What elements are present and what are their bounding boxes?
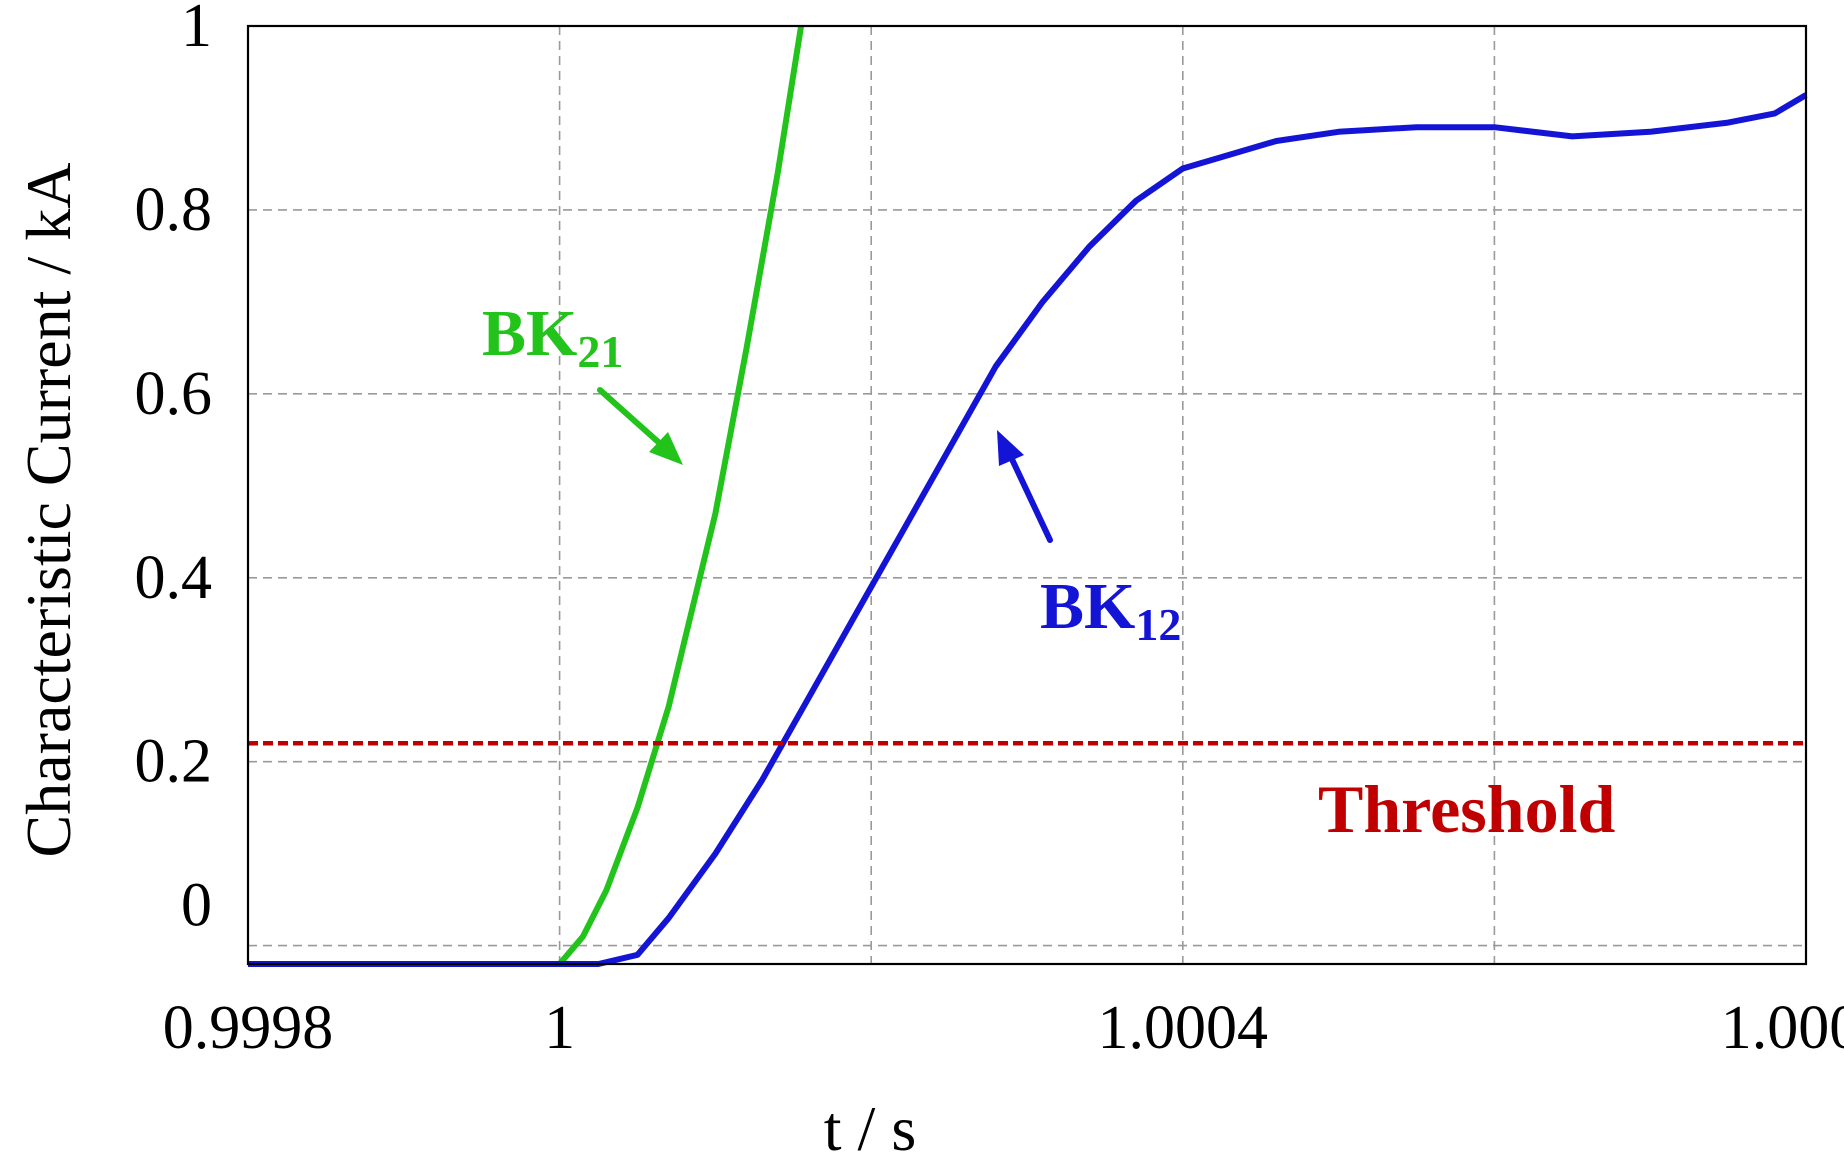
x-tick-label: 0.9998 [163, 994, 334, 1062]
y-tick-label: 0.4 [135, 544, 213, 612]
grid [248, 25, 1806, 964]
annotation-bk12-subscript: 12 [1135, 599, 1181, 650]
annotation-bk12: BK12 [997, 430, 1181, 650]
annotation-bk12-arrowhead [997, 430, 1024, 466]
series-line-bk21 [248, 25, 805, 967]
annotation-bk12-arrow-shaft [1007, 452, 1053, 543]
annotation-bk21-subscript: 21 [577, 326, 623, 377]
annotation-threshold: Threshold [1318, 771, 1615, 847]
y-tick-label: 1 [181, 0, 212, 60]
annotation-bk21-label: BK21 [482, 297, 623, 377]
y-tick-label: 0.2 [135, 728, 213, 796]
tick-labels: 0.9998 1 1.0004 1.0008 0 0.2 0.4 0.6 0.8 1 [135, 0, 1844, 1062]
y-axis-label: Characteristic Current / kA [13, 163, 84, 858]
plot-frame [246, 24, 1808, 966]
annotation-bk12-text: BK [1040, 570, 1135, 643]
x-tick-label: 1.0008 [1721, 994, 1844, 1062]
x-tick-label: 1.0004 [1098, 994, 1269, 1062]
series-line-bk12 [248, 92, 1808, 967]
annotation-bk21-arrow-shaft [597, 387, 668, 451]
series-layer [248, 25, 1808, 967]
annotation-bk21-text: BK [482, 297, 577, 370]
annotation-bk21-arrowhead [649, 432, 683, 465]
y-tick-label: 0 [181, 872, 212, 940]
annotation-bk21: BK21 [482, 297, 683, 465]
annotation-bk12-label: BK12 [1040, 570, 1181, 650]
x-axis-label: t / s [824, 1093, 916, 1164]
y-tick-label: 0.8 [135, 176, 213, 244]
y-tick-label: 0.6 [135, 360, 213, 428]
x-tick-label: 1 [544, 994, 575, 1062]
